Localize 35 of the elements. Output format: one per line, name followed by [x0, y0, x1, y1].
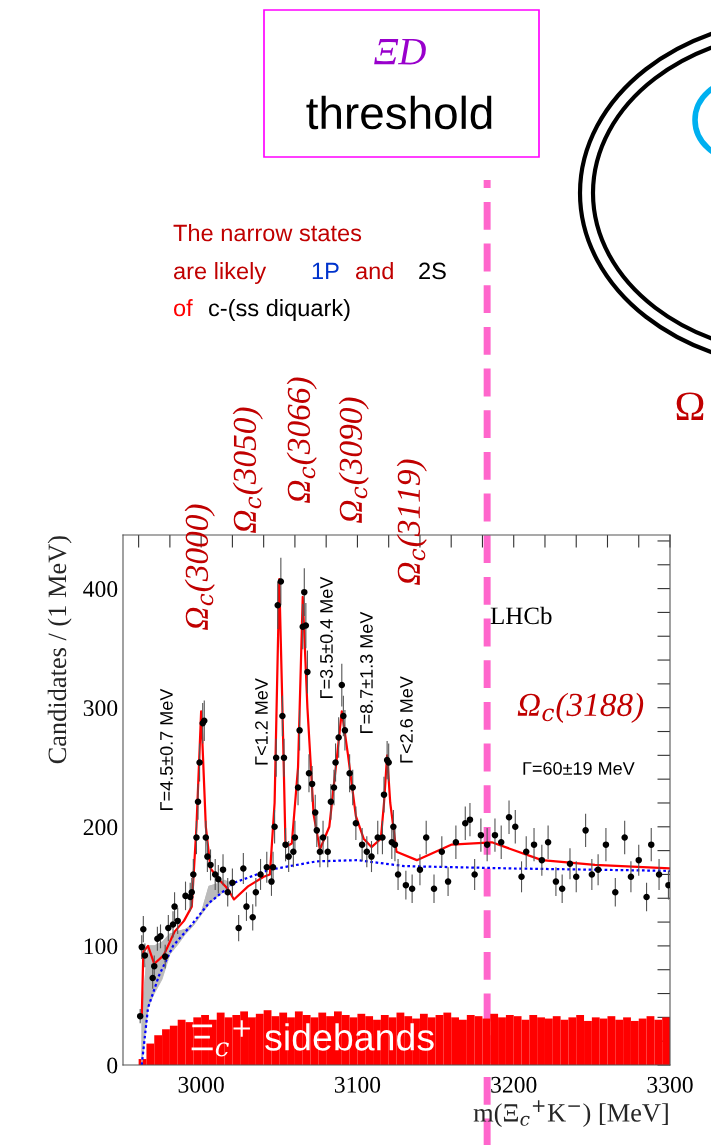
annotation: Γ=4.5±0.7 MeV: [160, 688, 173, 810]
x-tick-label: 3300: [647, 1076, 693, 1093]
annotation: Γ=3.5±0.4 MeV: [320, 576, 333, 698]
text: c-(ss diquark): [209, 298, 350, 321]
y-tick-label: 100: [84, 938, 118, 955]
annotation: Ω$_{c}$(3188): [517, 692, 644, 723]
y-tick-label: 400: [83, 581, 118, 598]
y-tick-label: 300: [83, 700, 118, 717]
text: threshold: [306, 95, 492, 130]
y-axis-title: Candidates / (1 MeV): [47, 536, 72, 764]
x-tick-label: 3200: [491, 1076, 537, 1093]
text: and: [356, 262, 393, 280]
annotation: Ω$_{c}$(3000): [184, 504, 215, 630]
text: Ω$_{c}$(3090): [338, 397, 369, 523]
annotation: Γ=8.7±1.3 MeV: [360, 611, 373, 733]
text: ΞD: [374, 38, 426, 65]
annotation: Γ<2.6 MeV: [400, 676, 413, 763]
annotation: Ξ$_{c}$$^{+}$ sidebands: [191, 1020, 434, 1057]
annotation: LHCb: [490, 606, 552, 625]
text: are likely: [174, 262, 267, 284]
annotation: Ω$_{c}$(3119): [396, 459, 427, 585]
annotation: Γ=60±19 MeV: [523, 762, 635, 775]
x-tick-label: 3100: [334, 1076, 381, 1093]
x-axis-title: m(Ξ$_{c}$$^{+}$K$^{−}$) [MeV]: [473, 1100, 668, 1128]
text: 1P: [312, 262, 339, 280]
text: The narrow states: [173, 224, 362, 242]
annotation: Γ<1.2 MeV: [255, 678, 268, 765]
y-tick-label: 200: [83, 819, 118, 836]
y-tick-label: 0: [107, 1057, 118, 1074]
x-tick-label: 3000: [178, 1076, 224, 1093]
text: of: [173, 299, 193, 317]
text: Ω: [676, 392, 704, 421]
text: 2S: [419, 262, 446, 280]
text: Ω$_{c}$(3066): [286, 377, 317, 503]
text: Ω$_{c}$(3050): [232, 407, 263, 533]
